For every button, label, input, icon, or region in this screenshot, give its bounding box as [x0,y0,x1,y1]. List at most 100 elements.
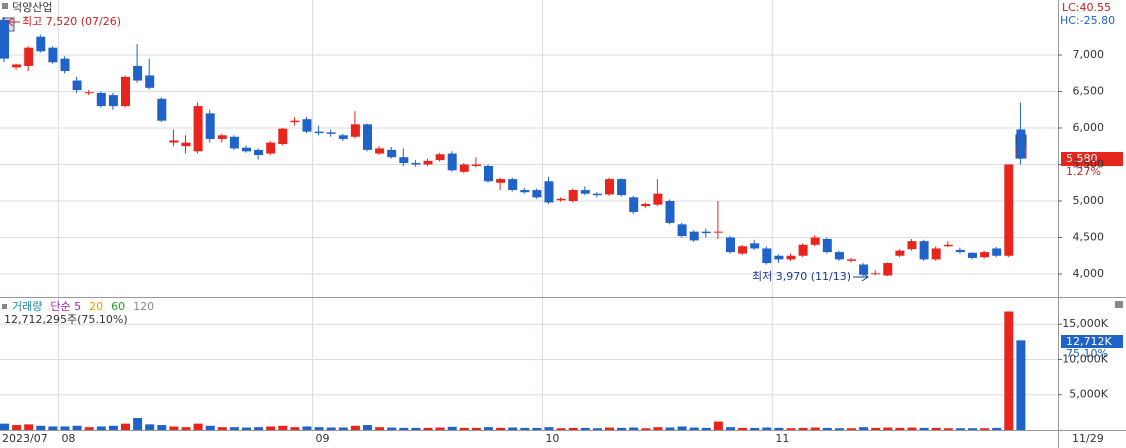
candle-body [121,76,130,107]
volume-bar [568,427,578,430]
volume-bar [254,427,264,430]
volume-bar [84,427,94,430]
volume-bar [943,428,953,430]
volume-bar [750,427,760,430]
volume-bar [181,427,191,430]
volume-bar [895,427,905,430]
candle-body [859,264,869,275]
volume-bar [48,426,58,430]
candle-body [181,142,191,147]
candle-body [980,252,990,258]
candle-body [738,246,748,254]
candle-body [326,132,336,134]
volume-bar [520,427,530,430]
hc: HC:-25.80 [1060,14,1115,27]
volume-bar [532,427,542,430]
candle-body [290,120,300,123]
volume-bar [108,425,118,430]
candle-body [774,255,784,260]
volume-bar [955,428,965,430]
volume-bar [629,427,639,430]
volume-bar [919,427,929,430]
y-tick-label: 7,000 [1073,48,1105,61]
candle-body [387,149,397,158]
price-badge [1061,152,1123,166]
volume-bar [980,428,990,430]
icon [2,3,8,9]
volume-bar [677,426,687,430]
candle-body [278,128,288,145]
volume-last: 12,712K [1066,335,1112,348]
candle-body [1004,164,1014,256]
volume-bar [217,427,227,430]
candle-body [24,47,34,66]
candle-body [217,135,227,139]
volume-bar [508,427,518,430]
first-date: 2023/07 [2,432,48,445]
candle-body [266,142,276,154]
volume-bar [701,427,711,430]
volume-bar [193,423,203,430]
volume-bar [278,425,288,430]
lc: LC:40.55 [1062,1,1111,14]
volume-bar [157,425,167,430]
volume-bar [871,427,881,430]
volume-bar [60,426,70,430]
volume-bar [435,427,445,430]
volume-bar [363,425,372,430]
volume-bar [302,426,312,430]
last-change: 1.27% [1066,165,1101,178]
y-tick-label: 6,500 [1073,84,1105,97]
volume-bar [266,426,276,430]
volume-bar [605,427,614,430]
candle-body [145,75,155,88]
volume-bar [12,425,22,430]
candle-body [157,98,167,121]
volume-bar [617,427,627,430]
volume-bar [592,428,602,430]
volume-bar [205,425,215,430]
candle-body [592,193,602,196]
candle-body [411,163,421,165]
volume-bar [96,426,106,430]
volume-bar [375,427,385,430]
volume-bar [726,427,735,430]
candle-body [810,237,820,245]
candle-body [205,113,215,139]
volume-bar [665,427,675,430]
volume-bar [822,427,832,430]
candle-body [822,238,832,253]
candle-body [629,197,639,212]
x-tick-label: 09 [316,432,330,445]
volume-bar [459,427,469,430]
candle-body [254,149,264,155]
candle-body [60,58,70,72]
candle-body [955,249,965,253]
candle-body [798,244,808,256]
candle-body [968,252,977,258]
candle-body [108,95,118,107]
volume-bar [169,426,179,430]
candle-body [847,259,856,261]
candle-body [677,224,687,237]
volume-bar [411,427,421,430]
volume-bar [72,425,82,430]
candle-body [302,119,312,132]
volume-bar [968,428,977,430]
volume-bar [883,427,893,430]
legend-entry: 거래량 [12,300,42,313]
volume-bar [641,428,651,430]
x-tick-label: 10 [545,432,559,445]
last-price: 5,580 [1066,152,1098,165]
candle-body [919,241,929,260]
candle-body [435,154,445,161]
candle-body [931,248,941,260]
high-arrow [7,17,20,27]
candle-body [532,190,542,198]
candle-body [169,140,179,143]
candle-body [314,131,324,134]
candle-body [726,237,735,253]
volume-ratio: 75.10% [1066,347,1108,360]
volume-bar [338,427,348,430]
candle-body [665,200,675,223]
